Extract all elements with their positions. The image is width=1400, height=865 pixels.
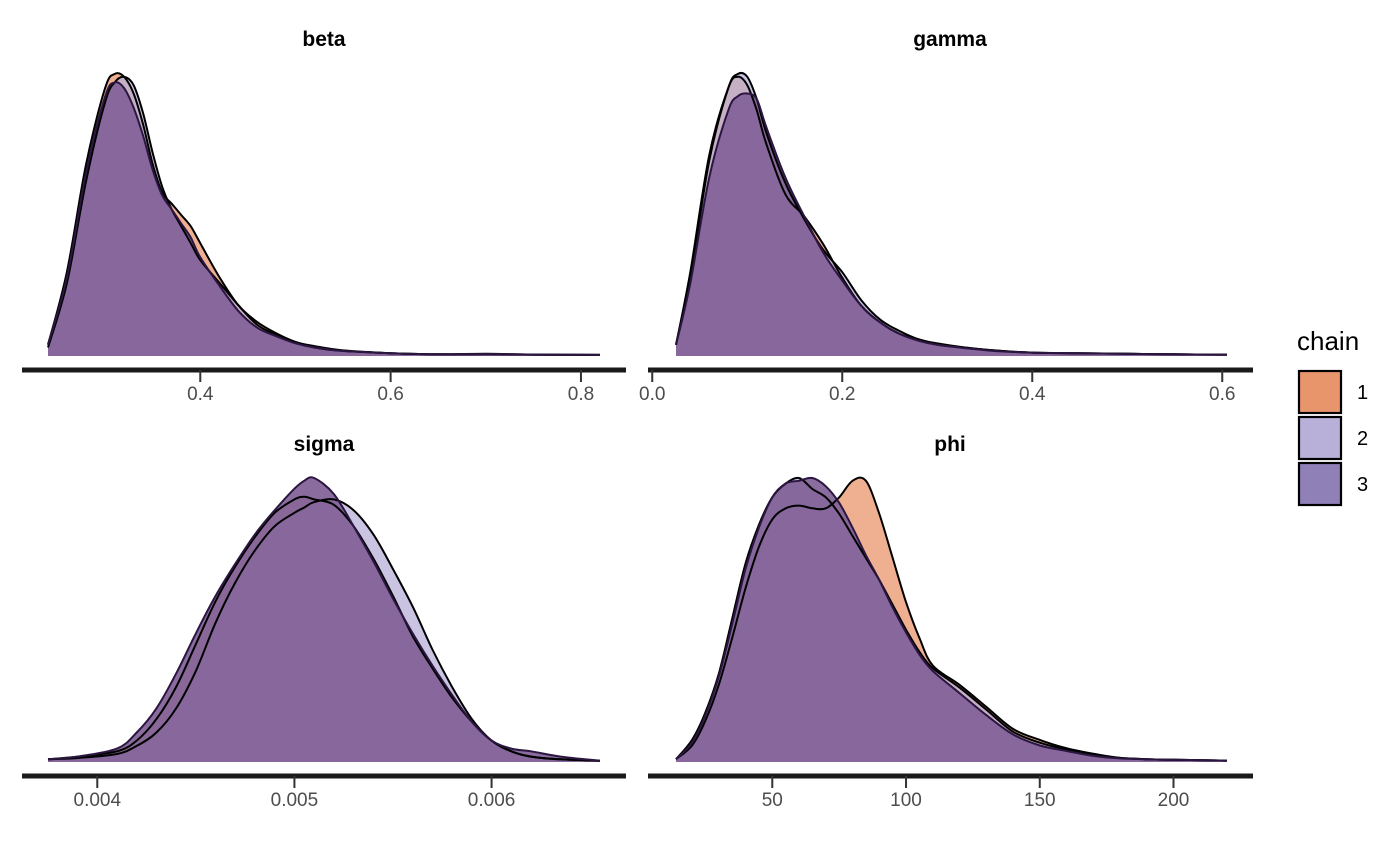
x-tick-label-beta-2: 0.8 xyxy=(568,384,594,405)
legend-key-1 xyxy=(1299,371,1341,413)
legend-key-2 xyxy=(1299,417,1341,459)
x-tick-label-phi-2: 150 xyxy=(1024,790,1056,811)
panel-title-beta: beta xyxy=(302,28,346,51)
x-tick-label-gamma-3: 0.6 xyxy=(1209,384,1235,405)
legend-title: chain xyxy=(1297,326,1359,356)
panel-title-gamma: gamma xyxy=(913,28,987,51)
x-tick-label-beta-1: 0.6 xyxy=(377,384,403,405)
panel-title-phi: phi xyxy=(934,433,966,456)
legend-label-3: 3 xyxy=(1357,474,1368,496)
x-tick-label-phi-1: 100 xyxy=(890,790,922,811)
x-tick-label-sigma-0: 0.004 xyxy=(74,790,122,811)
x-tick-label-phi-0: 50 xyxy=(762,790,783,811)
legend-label-2: 2 xyxy=(1357,428,1368,450)
x-tick-label-sigma-1: 0.005 xyxy=(271,790,319,811)
x-tick-label-gamma-1: 0.2 xyxy=(829,384,855,405)
x-tick-label-sigma-2: 0.006 xyxy=(468,790,516,811)
panel-title-sigma: sigma xyxy=(294,433,355,456)
legend-label-1: 1 xyxy=(1357,382,1368,404)
x-tick-label-gamma-0: 0.0 xyxy=(639,384,665,405)
x-tick-label-phi-3: 200 xyxy=(1158,790,1190,811)
legend-key-3 xyxy=(1299,463,1341,505)
x-tick-label-gamma-2: 0.4 xyxy=(1019,384,1046,405)
x-tick-label-beta-0: 0.4 xyxy=(187,384,214,405)
